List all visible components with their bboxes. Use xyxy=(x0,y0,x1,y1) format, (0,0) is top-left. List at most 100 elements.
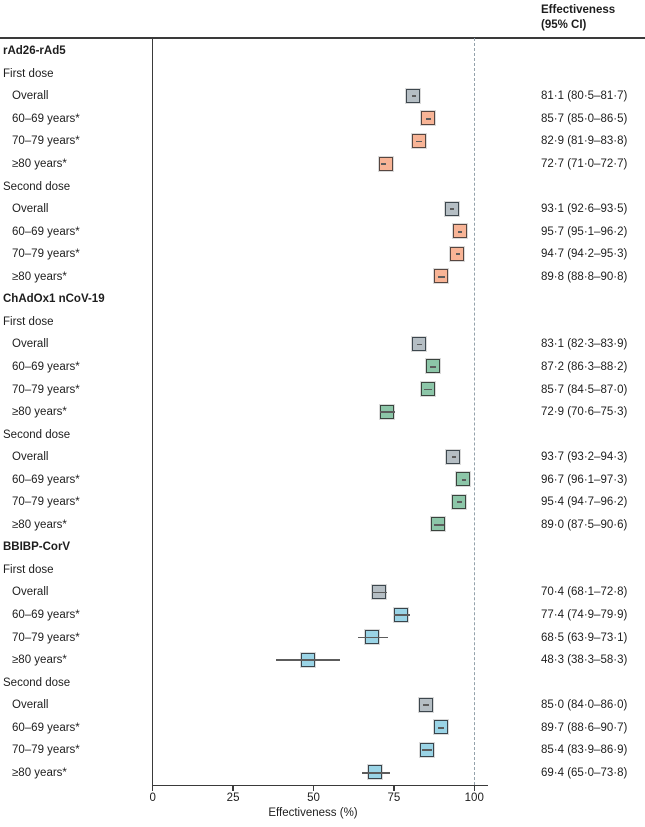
row-label: 60–69 years* xyxy=(12,360,80,373)
confidence-interval-line xyxy=(457,501,463,504)
confidence-interval-line xyxy=(416,140,423,143)
effectiveness-value: 85·7 (84·5–87·0) xyxy=(541,383,628,396)
row-label: 70–79 years* xyxy=(12,383,80,396)
x-axis-tick-label: 75 xyxy=(387,792,401,804)
effectiveness-value: 72·9 (70·6–75·3) xyxy=(541,406,628,419)
row-label: Overall xyxy=(12,699,49,712)
confidence-interval-line xyxy=(455,253,460,256)
effectiveness-value: 94·7 (94·2–95·3) xyxy=(541,248,628,261)
x-axis-tick xyxy=(312,786,315,791)
confidence-interval-line xyxy=(458,230,463,233)
confidence-interval-line xyxy=(275,659,341,662)
row-label: Overall xyxy=(12,90,49,103)
top-rule xyxy=(0,37,645,39)
effectiveness-value: 93·1 (92·6–93·5) xyxy=(541,203,628,216)
effectiveness-value: 95·4 (94·7–96·2) xyxy=(541,496,628,509)
vaccine-group-label: rAd26-rAd5 xyxy=(3,45,66,58)
row-label: 70–79 years* xyxy=(12,248,80,261)
dose-subheading: First dose xyxy=(3,67,54,80)
row-label: Overall xyxy=(12,338,49,351)
row-label: 60–69 years* xyxy=(12,225,80,238)
effectiveness-value: 48·3 (38·3–58·3) xyxy=(541,654,628,667)
x-axis-tick xyxy=(473,786,475,791)
x-axis-tick-label: 25 xyxy=(226,792,240,804)
row-label: ≥80 years* xyxy=(12,270,67,283)
row-label: ≥80 years* xyxy=(12,406,67,419)
confidence-interval-line xyxy=(437,726,445,729)
confidence-interval-line xyxy=(461,478,466,481)
x-axis-tick-label: 50 xyxy=(307,792,320,804)
confidence-interval-line xyxy=(422,749,433,752)
confidence-interval-line xyxy=(424,388,433,391)
dose-subheading: Second dose xyxy=(3,180,71,193)
row-label: 60–69 years* xyxy=(12,473,80,486)
effectiveness-value: 81·1 (80·5–81·7) xyxy=(541,90,628,103)
x-axis-line xyxy=(152,785,488,787)
row-label: 60–69 years* xyxy=(12,609,80,622)
row-label: Overall xyxy=(12,586,49,599)
confidence-interval-line xyxy=(450,208,455,211)
confidence-interval-line xyxy=(417,343,423,346)
x-axis-tick xyxy=(152,786,154,791)
confidence-interval-line xyxy=(361,771,390,774)
row-label: ≥80 years* xyxy=(12,654,67,667)
confidence-interval-line xyxy=(358,636,388,639)
row-label: 60–69 years* xyxy=(12,721,80,734)
effectiveness-value: 82·9 (81·9–83·8) xyxy=(541,135,628,148)
effectiveness-value: 96·7 (96·1–97·3) xyxy=(541,473,628,486)
effectiveness-value: 89·0 (87·5–90·6) xyxy=(541,518,628,531)
effectiveness-column-header-line1: Effectiveness xyxy=(541,4,616,16)
row-label: Overall xyxy=(12,451,49,464)
row-label: ≥80 years* xyxy=(12,518,67,531)
effectiveness-value: 72·7 (71·0–72·7) xyxy=(541,158,628,171)
effectiveness-value: 85·0 (84·0–86·0) xyxy=(541,699,628,712)
confidence-interval-line xyxy=(393,614,410,616)
confidence-interval-line xyxy=(434,523,444,526)
effectiveness-value: 89·8 (88·8–90·8) xyxy=(541,270,628,283)
x-axis-tick-label: 0 xyxy=(149,792,156,804)
effectiveness-value: 95·7 (95·1–96·2) xyxy=(541,225,628,238)
row-label: 60–69 years* xyxy=(12,112,80,125)
confidence-interval-line xyxy=(379,411,395,413)
row-label: 70–79 years* xyxy=(12,744,80,757)
confidence-interval-line xyxy=(426,118,431,120)
row-label: 70–79 years* xyxy=(12,631,80,644)
confidence-interval-line xyxy=(422,704,430,707)
effectiveness-value: 69·4 (65·0–73·8) xyxy=(541,766,628,779)
row-label: ≥80 years* xyxy=(12,766,67,779)
effectiveness-value: 89·7 (88·6–90·7) xyxy=(541,721,628,734)
confidence-interval-line xyxy=(371,591,387,594)
confidence-interval-line xyxy=(381,163,387,165)
row-label: Overall xyxy=(12,203,49,216)
effectiveness-value: 93·7 (93·2–94·3) xyxy=(541,451,628,464)
effectiveness-value: 77·4 (74·9–79·9) xyxy=(541,609,628,622)
dose-subheading: First dose xyxy=(3,315,54,328)
x-axis-title: Effectiveness (%) xyxy=(268,807,358,819)
vaccine-group-label: BBIBP-CorV xyxy=(3,541,71,554)
confidence-interval-line xyxy=(438,275,445,278)
dose-subheading: Second dose xyxy=(3,676,71,689)
confidence-interval-line xyxy=(452,456,457,459)
vaccine-group-label: ChAdOx1 nCoV-19 xyxy=(3,293,105,306)
effectiveness-value: 83·1 (82·3–83·9) xyxy=(541,338,628,351)
reference-line-100 xyxy=(474,38,475,785)
row-label: ≥80 years* xyxy=(12,158,67,171)
dose-subheading: Second dose xyxy=(3,428,71,441)
effectiveness-value: 70·4 (68·1–72·8) xyxy=(541,586,628,599)
row-label: 70–79 years* xyxy=(12,496,80,509)
confidence-interval-line xyxy=(411,95,416,98)
effectiveness-column-header: Effectiveness (95% CI) xyxy=(541,3,615,33)
effectiveness-value: 85·4 (83·9–86·9) xyxy=(541,744,628,757)
y-axis-line xyxy=(152,38,154,785)
row-label: 70–79 years* xyxy=(12,135,80,148)
effectiveness-column-header-line2: (95% CI) xyxy=(541,19,587,31)
effectiveness-value: 68·5 (63·9–73·1) xyxy=(541,631,628,644)
x-axis-tick xyxy=(393,786,395,791)
dose-subheading: First dose xyxy=(3,563,54,576)
confidence-interval-line xyxy=(430,366,437,368)
x-axis-tick-label: 100 xyxy=(464,792,484,804)
effectiveness-value: 85·7 (85·0–86·5) xyxy=(541,112,628,125)
effectiveness-value: 87·2 (86·3–88·2) xyxy=(541,360,628,373)
x-axis-tick xyxy=(232,786,234,791)
